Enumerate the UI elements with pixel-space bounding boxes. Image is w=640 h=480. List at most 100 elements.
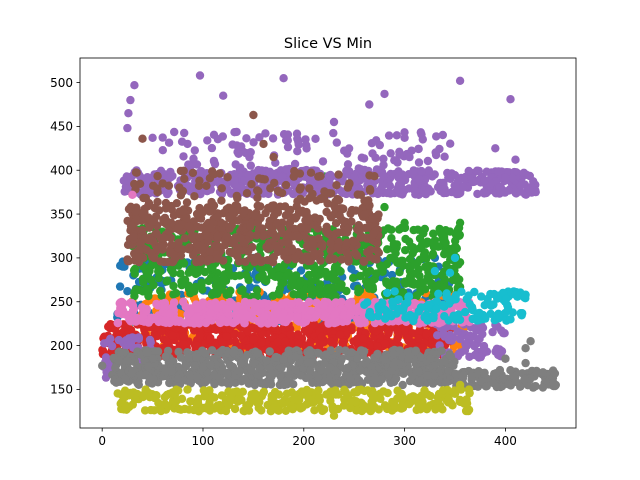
data-point [203, 136, 212, 145]
data-point [172, 199, 181, 208]
data-point [333, 243, 342, 252]
data-point [234, 149, 243, 158]
data-point [253, 193, 262, 203]
data-point [289, 380, 298, 389]
data-point [304, 256, 313, 266]
data-points [98, 71, 560, 420]
data-point [290, 159, 300, 169]
data-point [150, 253, 159, 263]
data-point [311, 134, 320, 143]
data-point [312, 298, 321, 307]
data-point [142, 348, 151, 357]
data-point [196, 254, 205, 264]
data-point [400, 128, 409, 137]
data-point [222, 304, 231, 314]
data-point [459, 182, 468, 192]
data-point [123, 287, 132, 296]
data-point [189, 284, 199, 294]
data-point [180, 174, 189, 183]
data-point [398, 288, 408, 297]
data-point [207, 197, 216, 207]
data-point [131, 207, 141, 216]
data-point [211, 275, 221, 284]
data-point [414, 327, 424, 336]
data-point [234, 257, 244, 266]
data-point [378, 181, 387, 190]
data-point [482, 382, 491, 391]
data-point [350, 237, 359, 247]
data-point [225, 224, 234, 233]
data-point [391, 249, 400, 258]
data-point [372, 327, 381, 336]
data-point [419, 250, 429, 260]
data-point [474, 166, 483, 176]
data-point [289, 172, 298, 181]
data-point [123, 123, 132, 133]
data-point [384, 131, 394, 140]
data-point [294, 280, 304, 289]
data-point [205, 247, 214, 256]
data-point [135, 179, 145, 188]
data-point [356, 165, 366, 174]
series-9 [130, 166, 379, 208]
data-point [235, 245, 244, 255]
data-point [139, 278, 148, 287]
data-point [218, 315, 227, 324]
data-point [230, 271, 240, 281]
data-point [223, 369, 232, 379]
data-point [432, 281, 441, 291]
data-point [130, 291, 139, 301]
data-point [182, 198, 192, 207]
data-point [192, 313, 201, 322]
data-point [183, 385, 192, 394]
data-point [532, 368, 542, 378]
data-point [409, 225, 418, 235]
data-point [372, 255, 381, 264]
data-point [439, 188, 448, 198]
data-point [356, 366, 365, 375]
data-point [440, 236, 449, 245]
data-point [291, 254, 300, 264]
data-point [177, 137, 187, 146]
data-point [430, 236, 440, 245]
data-point [393, 327, 402, 336]
data-point [285, 221, 294, 230]
data-point [218, 132, 227, 141]
data-point [356, 346, 366, 355]
data-point [232, 141, 241, 150]
data-point [198, 246, 207, 255]
data-point [180, 128, 189, 138]
data-point [279, 74, 288, 83]
data-point [444, 173, 453, 182]
data-point [167, 265, 177, 275]
data-point [195, 331, 205, 340]
data-point [145, 374, 154, 383]
data-point [350, 248, 360, 258]
data-point [190, 146, 199, 155]
data-point [189, 251, 198, 260]
data-point [380, 354, 389, 364]
data-point [314, 349, 323, 358]
data-point [267, 270, 277, 280]
data-point [273, 337, 282, 347]
data-point [286, 330, 295, 339]
data-point [531, 187, 540, 197]
data-point [360, 318, 369, 327]
data-point [195, 168, 204, 178]
data-point [167, 218, 176, 228]
data-point [219, 276, 228, 285]
data-point [273, 309, 282, 318]
data-point [438, 130, 447, 140]
data-point [287, 299, 296, 309]
data-point [268, 229, 277, 238]
data-point [203, 375, 212, 385]
data-point [363, 280, 372, 290]
data-point [98, 361, 107, 370]
data-point [354, 221, 363, 230]
data-point [410, 186, 420, 196]
data-point [246, 282, 255, 292]
data-point [106, 320, 115, 329]
data-point [491, 144, 500, 153]
data-point [129, 232, 138, 241]
data-point [375, 140, 384, 150]
